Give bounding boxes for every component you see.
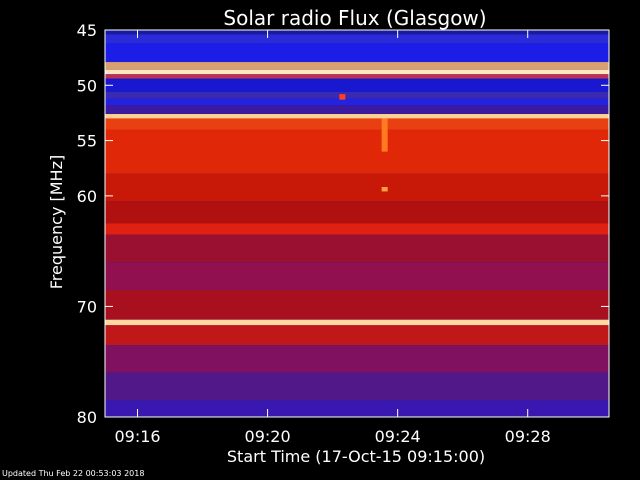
axes: 45 50 55 60 70 80 09:16 09:20 09:24 09:28 [77, 21, 610, 446]
y-tick-label: 55 [77, 132, 97, 151]
y-tick-label: 45 [77, 21, 97, 40]
frequency-band-7 [105, 91, 609, 99]
frequency-band-2 [105, 43, 609, 63]
burst-event-0 [381, 118, 388, 152]
y-tick-label: 50 [77, 76, 97, 95]
frequency-band-0 [105, 30, 609, 35]
frequency-band-4 [105, 69, 609, 75]
frequency-band-3 [105, 62, 609, 70]
frequency-band-16 [105, 234, 609, 263]
frequency-band-14 [105, 201, 609, 224]
frequency-band-13 [105, 173, 609, 202]
frequency-band-12 [105, 129, 609, 174]
y-axis-label: Frequency [MHz] [47, 155, 66, 289]
frequency-band-18 [105, 289, 609, 320]
frequency-band-6 [105, 78, 609, 92]
frequency-band-15 [105, 223, 609, 235]
x-tick-label: 09:16 [114, 427, 160, 446]
x-tick-label: 09:28 [505, 427, 551, 446]
plot-frame [104, 29, 610, 418]
frequency-band-22 [105, 372, 609, 401]
frequency-band-8 [105, 98, 609, 106]
update-timestamp: Updated Thu Feb 22 00:53:03 2018 [2, 469, 145, 478]
x-tick-label: 09:24 [375, 427, 421, 446]
frequency-band-1 [105, 34, 609, 44]
frequency-band-11 [105, 118, 609, 130]
frequency-band-5 [105, 74, 609, 79]
frequency-band-19 [105, 319, 609, 326]
burst-event-1 [381, 187, 388, 192]
frequency-band-17 [105, 262, 609, 290]
frequency-band-23 [105, 400, 609, 417]
frequency-band-9 [105, 105, 609, 115]
plot-area [105, 30, 609, 417]
frequency-band-10 [105, 114, 609, 119]
chart-title: Solar radio Flux (Glasgow) [223, 6, 486, 30]
frequency-band-20 [105, 325, 609, 346]
burst-event-2 [339, 94, 346, 100]
y-tick-label: 60 [77, 187, 97, 206]
x-tick-label: 09:20 [245, 427, 291, 446]
y-tick-label: 80 [77, 408, 97, 427]
x-axis-label: Start Time (17-Oct-15 09:15:00) [227, 447, 485, 466]
frequency-band-21 [105, 345, 609, 373]
y-tick-label: 70 [77, 297, 97, 316]
